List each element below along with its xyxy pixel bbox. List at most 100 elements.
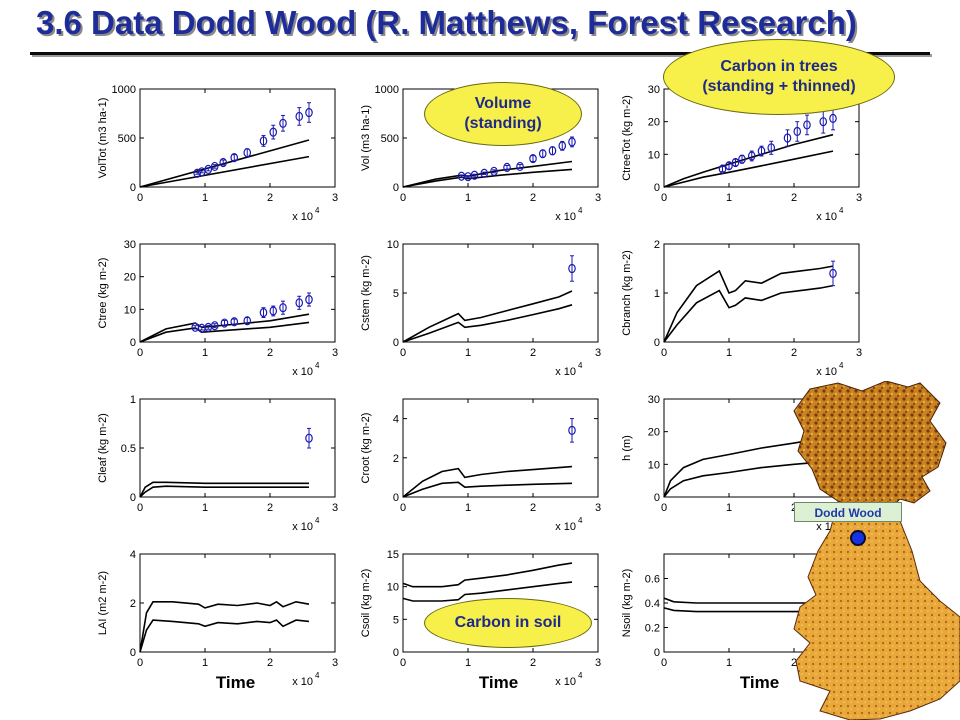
x-tick-label: 3 — [856, 192, 862, 204]
y-axis-label: CtreeTot (kg m-2) — [621, 95, 633, 181]
x-tick-label: 1 — [726, 657, 732, 669]
x-axis-label: Time — [216, 673, 255, 692]
model-series-line-2 — [663, 284, 834, 343]
chart-cbranch: 0 1 2 0 1 2 3 x 104 Cbranch (kg m-2) — [621, 239, 862, 378]
observation-point — [718, 164, 727, 174]
x-multiplier-exponent: 4 — [578, 361, 583, 370]
y-tick-label: 10 — [387, 582, 399, 594]
y-axis-label: h (m) — [621, 435, 633, 461]
model-series-line-1 — [139, 313, 310, 343]
y-tick-label: 500 — [381, 133, 399, 145]
observation-point — [503, 162, 511, 172]
model-series-line-2 — [402, 304, 573, 343]
y-axis-label: VolTot (m3 ha-1) — [97, 98, 109, 179]
x-tick-label: 1 — [202, 657, 208, 669]
y-axis-label: Cleaf (kg m-2) — [97, 413, 109, 483]
observation-point — [767, 140, 776, 155]
y-tick-label: 20 — [124, 272, 136, 284]
observation-point — [210, 161, 219, 172]
y-tick-label: 1000 — [375, 84, 399, 96]
x-tick-label: 2 — [530, 192, 536, 204]
x-tick-label: 3 — [595, 657, 601, 669]
observation-marker — [568, 137, 576, 147]
x-tick-label: 1 — [726, 502, 732, 514]
observation-marker — [259, 308, 268, 318]
observation-point — [783, 129, 792, 147]
x-multiplier-label: x 10 — [292, 211, 313, 223]
x-multiplier-exponent: 4 — [315, 671, 320, 680]
y-tick-label: 4 — [393, 414, 399, 426]
y-axis-label: Vol (m3 ha-1) — [360, 105, 372, 171]
y-axis-label: LAI (m2 m-2) — [97, 571, 109, 635]
observation-marker — [305, 433, 313, 443]
x-tick-label: 0 — [661, 192, 667, 204]
chart-voltot: 0 500 1000 0 1 2 3 x 104 VolTot (m3 ha-1) — [97, 84, 338, 223]
observation-point — [305, 292, 313, 307]
observation-point — [197, 323, 206, 333]
y-tick-label: 0 — [130, 337, 136, 349]
x-tick-label: 2 — [267, 192, 273, 204]
x-tick-label: 2 — [791, 657, 797, 669]
x-multiplier-exponent: 4 — [315, 516, 320, 525]
x-tick-label: 1 — [726, 192, 732, 204]
observation-marker — [230, 153, 239, 163]
y-tick-label: 2 — [130, 598, 136, 610]
dodd-wood-label: Dodd Wood — [794, 502, 902, 522]
x-tick-label: 1 — [465, 502, 471, 514]
x-multiplier-exponent: 4 — [578, 206, 583, 215]
model-series-line-1 — [663, 597, 814, 604]
y-tick-label: 10 — [124, 304, 136, 316]
x-tick-label: 3 — [332, 347, 338, 359]
x-multiplier-label: x 10 — [816, 366, 837, 378]
x-tick-label: 0 — [400, 192, 406, 204]
observation-marker — [793, 126, 802, 137]
x-multiplier-exponent: 4 — [315, 206, 320, 215]
chart-ctree: 0 10 20 30 0 1 2 3 x 104 Ctree (kg m-2) — [97, 239, 338, 378]
y-tick-label: 0 — [654, 492, 660, 504]
model-series-line-1 — [402, 290, 573, 343]
y-tick-label: 15 — [387, 549, 399, 561]
observation-marker — [503, 162, 511, 172]
y-tick-label: 0 — [130, 182, 136, 194]
observation-point — [295, 107, 304, 126]
callout-volume-text: Volume (standing) — [464, 95, 542, 132]
observation-marker — [230, 317, 239, 327]
x-tick-label: 0 — [137, 347, 143, 359]
chart-cleaf: 0 0.5 1 0 1 2 3 x 104 Cleaf (kg m-2) — [97, 394, 338, 533]
y-tick-label: 0.5 — [121, 443, 136, 455]
dodd-wood-location-marker — [850, 530, 866, 546]
observation-marker — [738, 154, 746, 164]
x-tick-label: 2 — [530, 347, 536, 359]
callout-carbon-trees: Carbon in trees (standing + thinned) — [663, 39, 895, 115]
observation-marker — [243, 148, 252, 158]
y-tick-label: 500 — [118, 133, 136, 145]
x-tick-label: 2 — [791, 347, 797, 359]
observation-point — [529, 153, 537, 164]
observation-point — [305, 427, 313, 449]
observation-marker — [718, 164, 727, 174]
model-series-line-1 — [663, 133, 834, 188]
observation-marker — [548, 146, 557, 156]
plot-frame — [139, 88, 336, 188]
observation-marker — [204, 164, 213, 174]
observation-marker — [558, 141, 567, 151]
y-tick-label: 4 — [130, 549, 136, 561]
observation-point — [548, 146, 557, 156]
plot-frame — [663, 243, 860, 343]
y-tick-label: 0 — [130, 492, 136, 504]
observation-marker — [197, 167, 206, 177]
observation-point — [747, 150, 756, 162]
model-series-line-1 — [139, 139, 310, 188]
model-series-line-2 — [139, 619, 310, 653]
x-tick-label: 3 — [332, 502, 338, 514]
y-tick-label: 10 — [648, 149, 660, 161]
observation-marker — [747, 151, 756, 161]
observation-point — [279, 300, 287, 315]
observation-marker — [538, 149, 547, 159]
chart-vol: 0 500 1000 0 1 2 3 x 104 Vol (m3 ha-1) — [360, 84, 601, 223]
y-tick-label: 0 — [393, 492, 399, 504]
observation-marker — [829, 113, 837, 124]
model-series-line-2 — [402, 481, 573, 498]
